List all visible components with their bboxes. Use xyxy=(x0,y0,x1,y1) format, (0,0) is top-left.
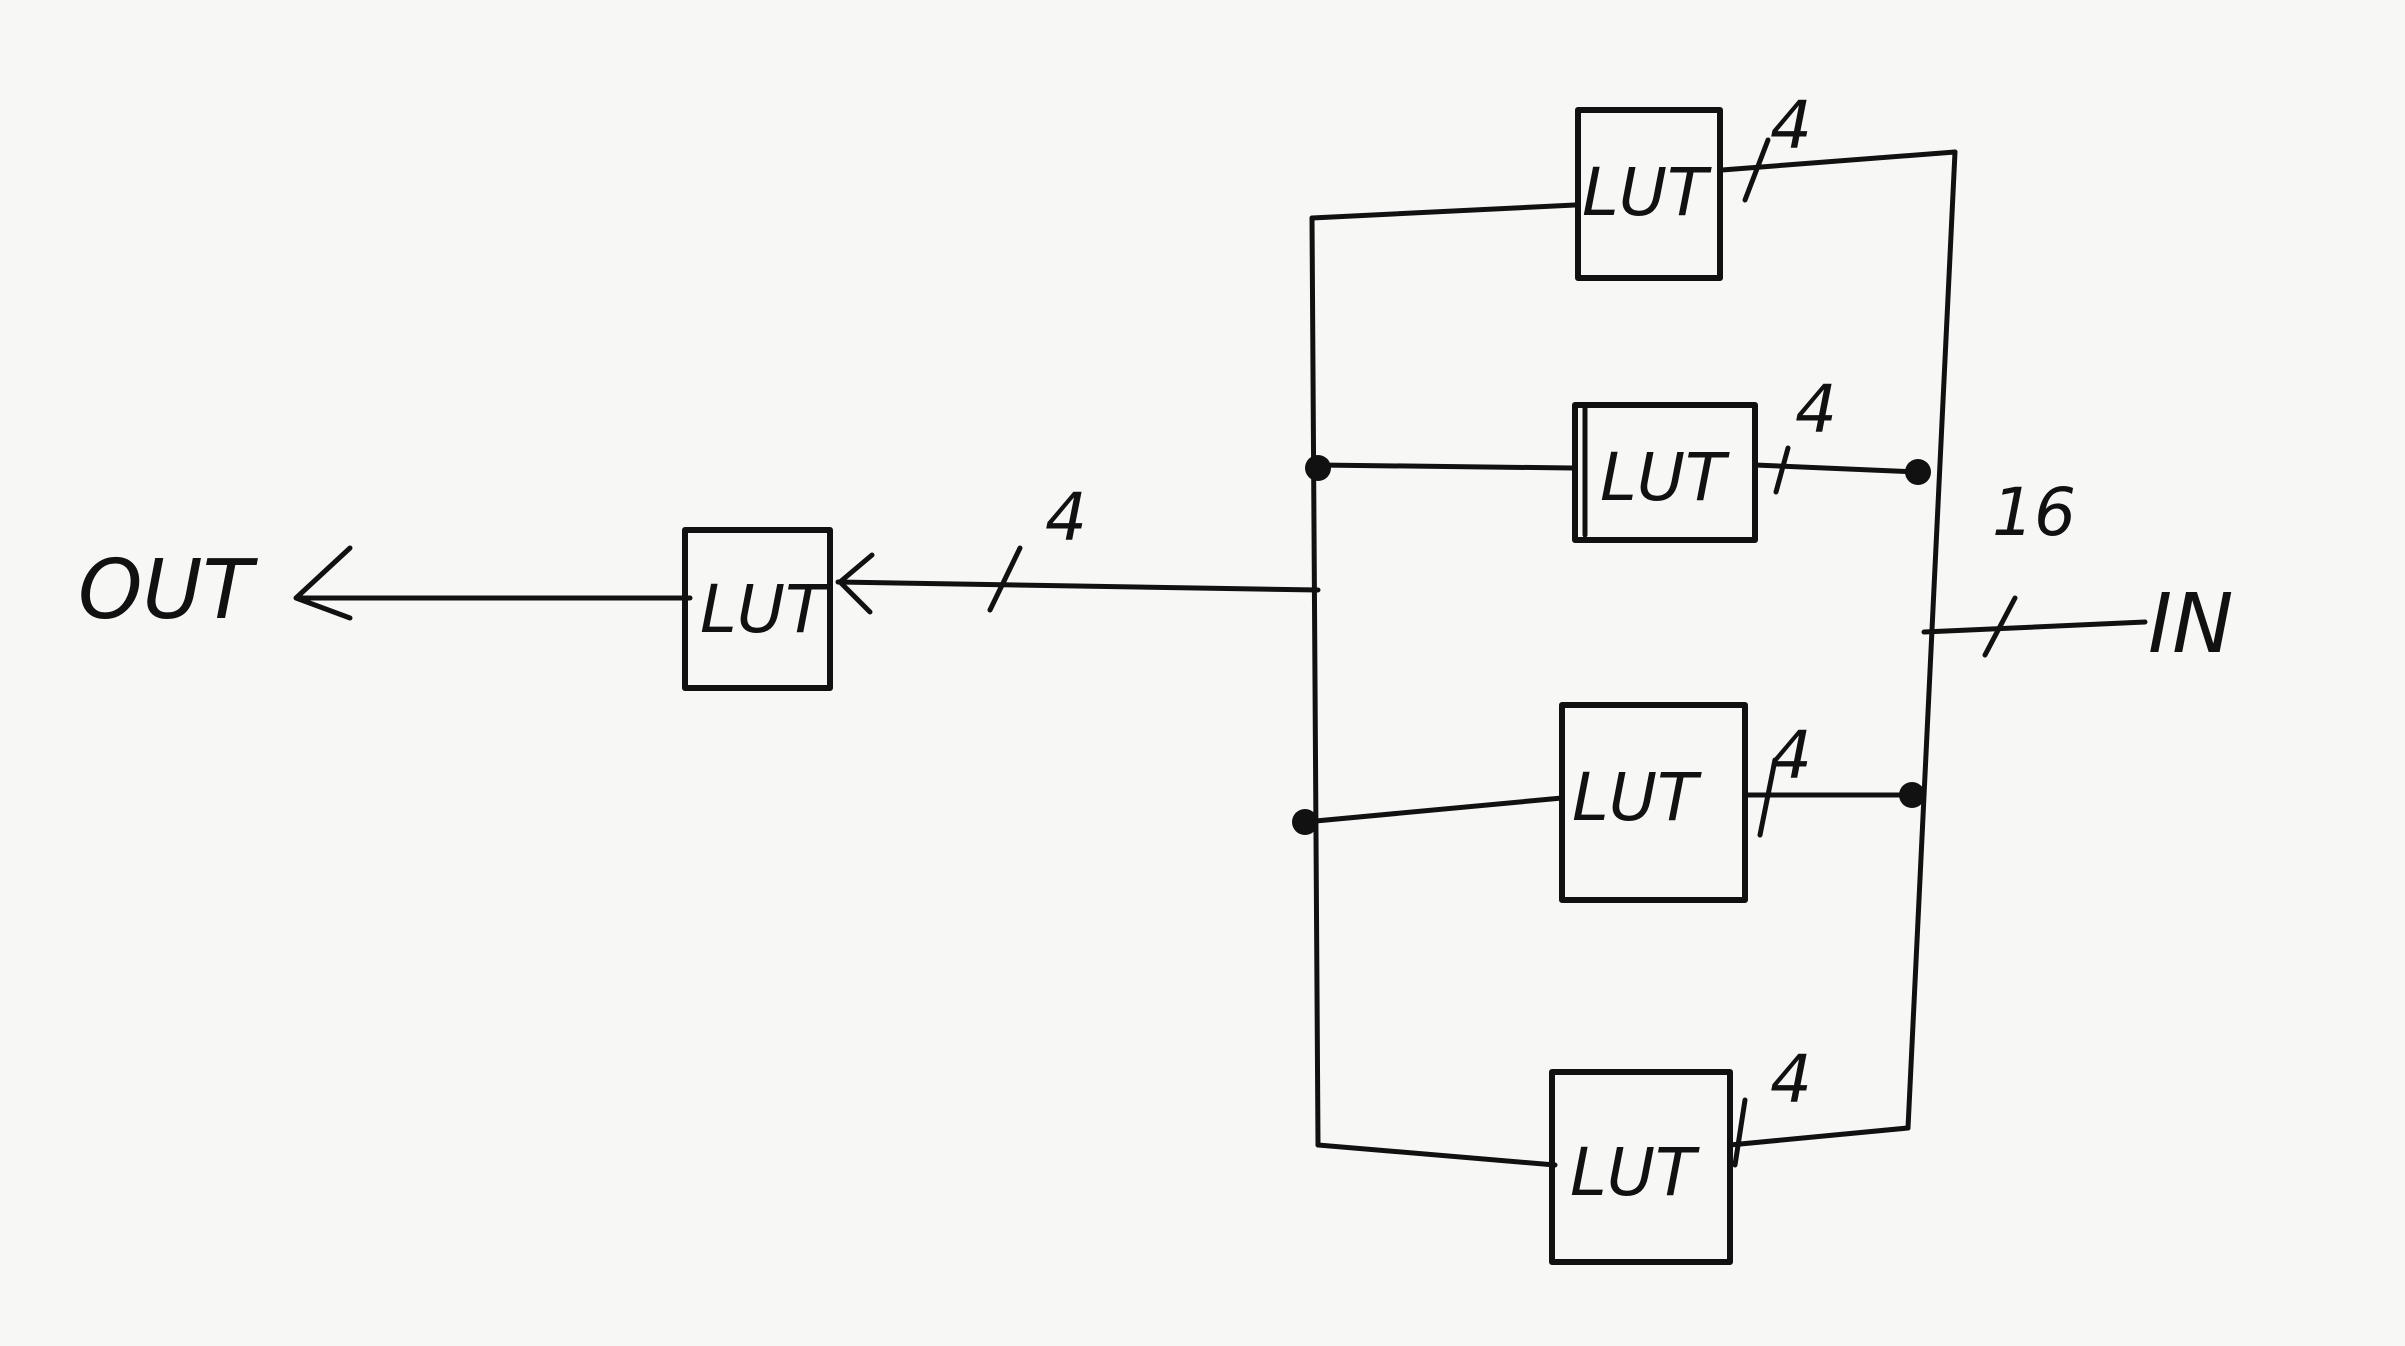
junction-dot-left-lower xyxy=(1292,809,1318,835)
input-wire xyxy=(1921,595,2148,658)
lut-1-label: LUT xyxy=(1582,154,1712,231)
output-lut-input-wire xyxy=(835,545,1321,615)
junction-dot-right-upper xyxy=(1905,459,1931,485)
input-bus-width: 16 xyxy=(1992,474,2076,551)
lut-3-wiring xyxy=(1302,757,1915,838)
lut-4-label: LUT xyxy=(1570,1134,1700,1211)
lut-2-label: LUT xyxy=(1600,439,1730,516)
right-input-bus xyxy=(1905,149,1958,1131)
out-arrow xyxy=(293,545,693,621)
in-label: IN xyxy=(2148,577,2234,672)
lut-3-label: LUT xyxy=(1572,759,1702,836)
junction-dot-right-lower xyxy=(1899,782,1925,808)
lut-1-wiring xyxy=(1309,137,1958,221)
lut-1-bus-width: 4 xyxy=(1770,87,1812,164)
output-lut-box xyxy=(682,527,833,691)
lut-4-wiring xyxy=(1315,1097,1911,1168)
left-collector-bus xyxy=(1309,215,1321,1148)
lut-2-box xyxy=(1572,402,1758,543)
out-label: OUT xyxy=(78,543,259,638)
lut-1-box xyxy=(1575,107,1723,281)
lut-4-bus-width: 4 xyxy=(1770,1041,1812,1118)
junction-dot-left-upper xyxy=(1305,455,1331,481)
output-lut-label: LUT xyxy=(700,571,830,648)
lut-2-wiring xyxy=(1315,445,1921,495)
lut-3-bus-width: 4 xyxy=(1770,717,1812,794)
lut-4-box xyxy=(1549,1069,1733,1265)
output-lut-bus-width: 4 xyxy=(1045,479,1087,556)
lut-3-box xyxy=(1559,702,1748,903)
lut-2-bus-width: 4 xyxy=(1795,371,1837,448)
